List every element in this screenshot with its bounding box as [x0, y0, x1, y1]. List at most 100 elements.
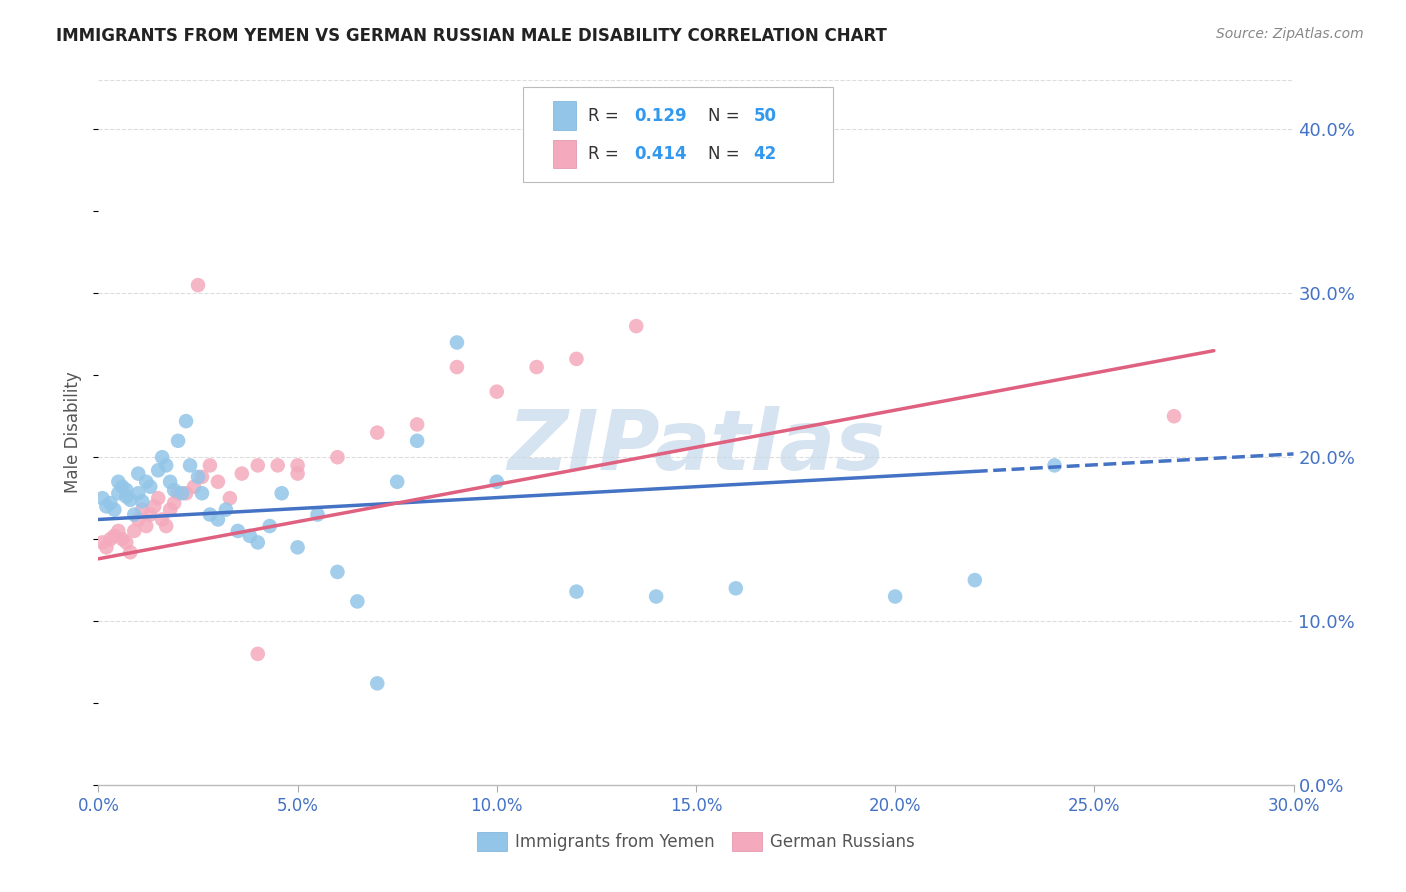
- Point: [159, 475, 181, 489]
- Point: [174, 486, 197, 500]
- Legend: Immigrants from Yemen, German Russians: Immigrants from Yemen, German Russians: [471, 825, 921, 858]
- Text: 42: 42: [754, 145, 776, 163]
- Text: N =: N =: [709, 106, 745, 125]
- Point: [159, 502, 181, 516]
- Point: [172, 486, 194, 500]
- Point: [326, 565, 349, 579]
- Point: [148, 463, 170, 477]
- Point: [326, 450, 349, 465]
- Point: [191, 486, 214, 500]
- Point: [246, 458, 269, 473]
- Point: [120, 492, 142, 507]
- Text: N =: N =: [709, 145, 745, 163]
- Point: [167, 486, 190, 500]
- Point: [446, 360, 468, 375]
- Point: [91, 491, 114, 505]
- Point: [98, 532, 122, 546]
- Point: [107, 475, 129, 489]
- Point: [1163, 409, 1185, 424]
- Point: [346, 594, 368, 608]
- Bar: [553, 140, 576, 169]
- Point: [124, 524, 146, 538]
- Point: [270, 486, 292, 500]
- Point: [226, 524, 249, 538]
- Point: [115, 483, 138, 497]
- Point: [246, 535, 269, 549]
- Point: [115, 490, 138, 504]
- Point: [96, 541, 118, 555]
- Point: [131, 494, 153, 508]
- Point: [366, 425, 388, 440]
- Point: [287, 467, 309, 481]
- Point: [183, 480, 205, 494]
- Point: [207, 512, 229, 526]
- Point: [155, 519, 177, 533]
- Point: [565, 351, 588, 366]
- Point: [884, 590, 907, 604]
- Point: [127, 486, 149, 500]
- Point: [626, 319, 648, 334]
- Point: [120, 545, 142, 559]
- Bar: [553, 102, 576, 129]
- Point: [155, 458, 177, 473]
- Point: [135, 519, 157, 533]
- Point: [239, 529, 262, 543]
- Point: [485, 384, 508, 399]
- Point: [139, 480, 162, 494]
- Point: [287, 541, 309, 555]
- Point: [103, 502, 125, 516]
- Point: [198, 458, 221, 473]
- Point: [287, 458, 309, 473]
- Point: [115, 535, 138, 549]
- Point: [565, 584, 588, 599]
- Point: [163, 496, 186, 510]
- Point: [1043, 458, 1066, 473]
- Point: [187, 278, 209, 293]
- Point: [107, 486, 129, 500]
- Text: R =: R =: [589, 145, 624, 163]
- Point: [215, 502, 238, 516]
- Point: [103, 529, 125, 543]
- Text: 0.129: 0.129: [634, 106, 686, 125]
- Point: [179, 458, 201, 473]
- Text: R =: R =: [589, 106, 624, 125]
- Text: 50: 50: [754, 106, 776, 125]
- Text: IMMIGRANTS FROM YEMEN VS GERMAN RUSSIAN MALE DISABILITY CORRELATION CHART: IMMIGRANTS FROM YEMEN VS GERMAN RUSSIAN …: [56, 27, 887, 45]
- Point: [259, 519, 281, 533]
- Point: [724, 582, 747, 596]
- Point: [187, 470, 209, 484]
- Point: [91, 535, 114, 549]
- Point: [231, 467, 253, 481]
- Point: [246, 647, 269, 661]
- Point: [150, 512, 173, 526]
- Point: [96, 500, 118, 514]
- Point: [385, 475, 409, 489]
- Y-axis label: Male Disability: Male Disability: [65, 372, 83, 493]
- Point: [526, 360, 548, 375]
- Point: [198, 508, 221, 522]
- Point: [207, 475, 229, 489]
- Point: [135, 475, 157, 489]
- Point: [174, 414, 197, 428]
- Point: [406, 434, 429, 448]
- Point: [191, 470, 214, 484]
- Point: [366, 676, 388, 690]
- Point: [124, 508, 146, 522]
- Text: 0.414: 0.414: [634, 145, 686, 163]
- Point: [163, 483, 186, 497]
- Point: [267, 458, 290, 473]
- Point: [148, 491, 170, 505]
- Point: [143, 500, 166, 514]
- Text: ZIPatlas: ZIPatlas: [508, 406, 884, 487]
- Point: [446, 335, 468, 350]
- Point: [167, 434, 190, 448]
- Point: [307, 508, 329, 522]
- Point: [111, 532, 134, 546]
- Point: [111, 480, 134, 494]
- FancyBboxPatch shape: [523, 87, 834, 183]
- Point: [107, 524, 129, 538]
- Point: [150, 450, 173, 465]
- Point: [98, 496, 122, 510]
- Point: [963, 573, 986, 587]
- Point: [127, 512, 149, 526]
